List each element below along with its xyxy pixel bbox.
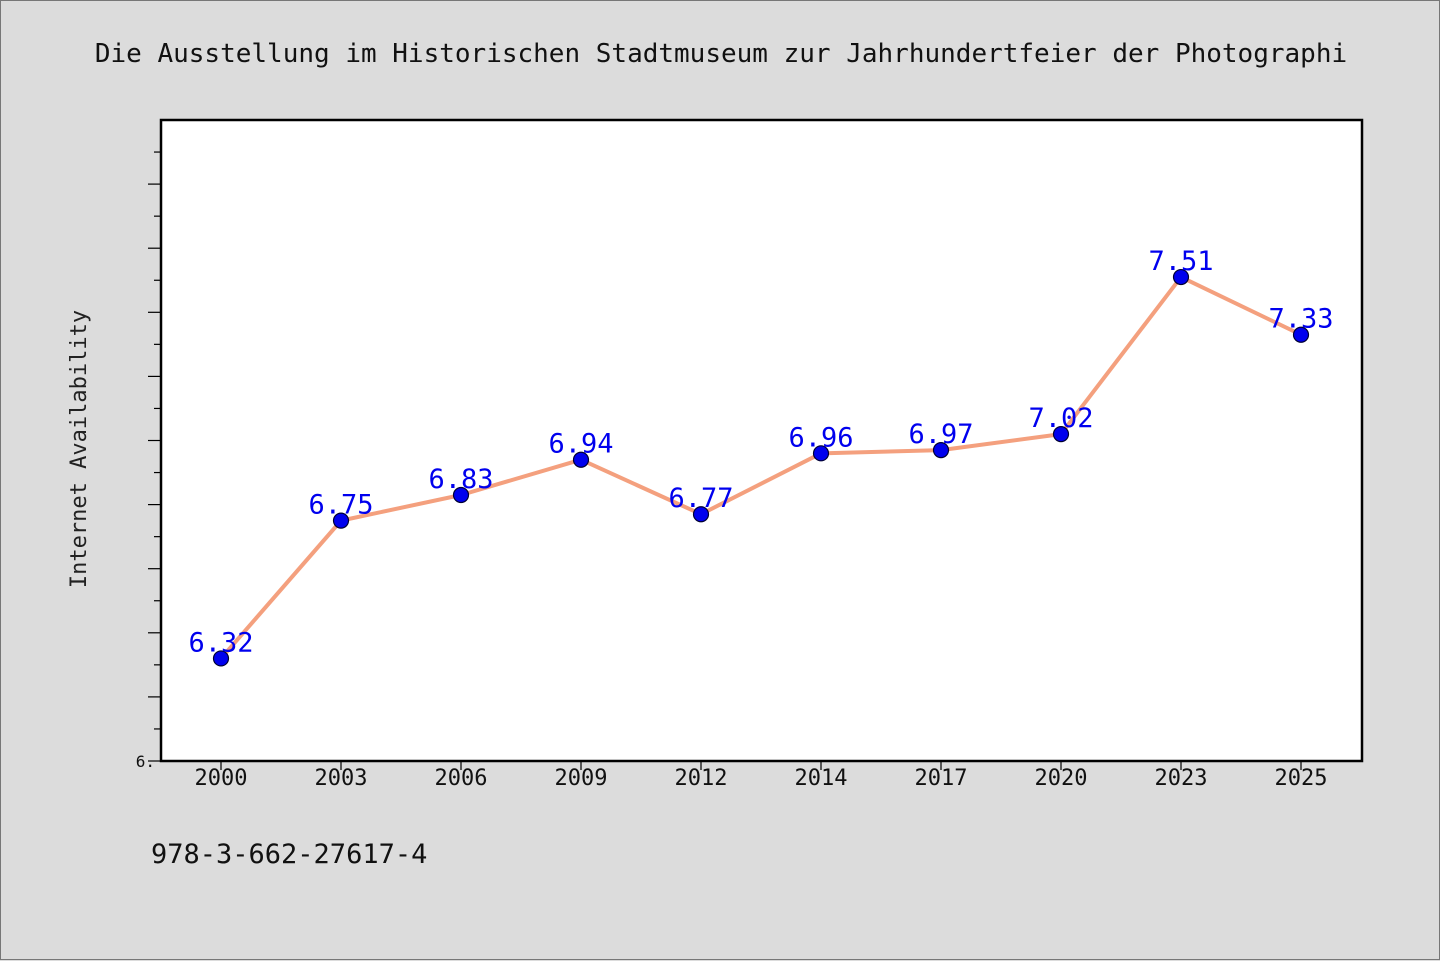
data-label: 7.33 bbox=[1268, 304, 1333, 335]
y-axis-ticks: 6. bbox=[136, 151, 161, 771]
y-axis-label: Internet Availability bbox=[67, 310, 92, 588]
x-tick-label: 2000 bbox=[195, 766, 248, 791]
y-tick-label: 6. bbox=[136, 752, 155, 771]
x-tick-label: 2014 bbox=[795, 766, 848, 791]
data-label: 6.32 bbox=[188, 627, 253, 658]
series-line bbox=[219, 275, 1303, 661]
x-tick-label: 2023 bbox=[1155, 766, 1208, 791]
data-label: 7.02 bbox=[1028, 403, 1093, 434]
x-tick-label: 2009 bbox=[555, 766, 608, 791]
data-point bbox=[692, 506, 710, 523]
data-label: 6.83 bbox=[428, 464, 493, 495]
data-labels: 6.32 6.75 6.83 6.94 6.77 6.96 6.97 7.02 7.51 7.33 bbox=[188, 246, 1333, 658]
data-point bbox=[932, 442, 950, 459]
data-label: 6.97 bbox=[908, 419, 973, 450]
chart-title: Die Ausstellung im Historischen Stadtmus… bbox=[95, 39, 1347, 69]
data-label: 6.75 bbox=[308, 490, 373, 521]
data-point bbox=[332, 512, 350, 529]
plot-area bbox=[159, 118, 1364, 763]
data-point bbox=[1292, 326, 1310, 343]
isbn-label: 978-3-662-27617-4 bbox=[151, 839, 427, 870]
data-label: 7.51 bbox=[1148, 246, 1213, 277]
data-point bbox=[572, 451, 590, 468]
data-point bbox=[452, 486, 470, 504]
data-label: 6.94 bbox=[548, 429, 613, 460]
x-tick-label: 2012 bbox=[675, 766, 728, 791]
x-tick-label: 2025 bbox=[1275, 766, 1328, 791]
x-tick-label: 2017 bbox=[915, 766, 968, 791]
data-point bbox=[212, 650, 230, 667]
data-label: 6.96 bbox=[788, 422, 853, 453]
data-point bbox=[1172, 268, 1190, 286]
x-tick-label: 2020 bbox=[1035, 766, 1088, 791]
x-tick-label: 2003 bbox=[315, 766, 368, 791]
series-group bbox=[212, 268, 1310, 667]
data-point bbox=[812, 445, 830, 462]
x-axis-ticks: 2000 2003 2006 2009 2012 2014 2017 2020 2023 2025 bbox=[195, 761, 1328, 791]
data-point bbox=[1052, 425, 1070, 443]
x-tick-label: 2006 bbox=[435, 766, 488, 791]
data-label: 6.77 bbox=[668, 483, 733, 514]
